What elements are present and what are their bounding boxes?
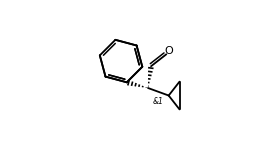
Text: O: O: [164, 46, 173, 56]
Text: &1: &1: [153, 97, 164, 107]
